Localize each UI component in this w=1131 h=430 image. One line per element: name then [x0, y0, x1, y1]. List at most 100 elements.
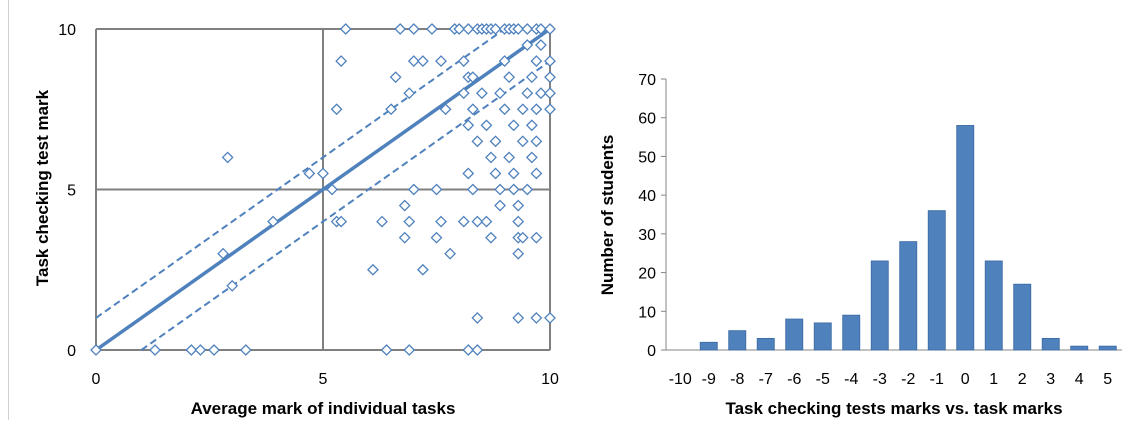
bar [842, 314, 861, 351]
bar-x-axis-title: Task checking tests marks vs. task marks [725, 399, 1062, 418]
scatter-point [239, 344, 252, 356]
scatter-point [444, 247, 457, 260]
scatter-point [462, 119, 475, 132]
scatter-point [494, 87, 506, 100]
bar-y-tick-label: 10 [638, 304, 656, 321]
scatter-point [194, 344, 207, 356]
scatter-point [389, 71, 402, 84]
scatter-x-tick-label: 10 [541, 371, 559, 388]
scatter-point [416, 55, 429, 68]
scatter-y-axis-title: Task checking test mark [33, 89, 52, 286]
scatter-point [407, 23, 420, 35]
bar-x-tick-label: -4 [844, 371, 858, 388]
scatter-point [221, 151, 234, 164]
scatter-point [544, 23, 556, 35]
bar-y-tick-label: 20 [638, 266, 656, 283]
scatter-point [485, 151, 497, 164]
scatter-point [489, 135, 502, 148]
scatter-y-tick-label: 0 [67, 343, 76, 360]
scatter-point [544, 55, 556, 68]
scatter-y-tick-label: 10 [58, 22, 76, 39]
scatter-point [498, 103, 511, 116]
bar-axes [665, 79, 1122, 351]
bar [756, 337, 775, 351]
scatter-point [335, 55, 348, 68]
scatter-y-tick-label: 5 [67, 183, 76, 200]
scatter-point [471, 344, 484, 356]
scatter-point [380, 344, 393, 356]
scatter-point [503, 151, 516, 164]
reference-line-lower [140, 60, 551, 351]
scatter-chart: 0 5 10 0 5 10 Average mark of individual tas… [33, 22, 559, 418]
scatter-point [516, 231, 529, 244]
scatter-point [403, 344, 416, 356]
left-edge-divider [8, 0, 9, 420]
scatter-point [507, 167, 520, 180]
scatter-point [544, 87, 556, 100]
scatter-x-tick-label: 0 [92, 371, 101, 388]
scatter-point [521, 183, 534, 196]
reference-line-upper [95, 28, 506, 319]
bar-x-tick-label: -10 [669, 371, 692, 388]
scatter-point [544, 71, 556, 84]
scatter-point [398, 231, 411, 244]
scatter-y-ticks: 0 5 10 [58, 22, 76, 360]
bar-x-tick-label: -6 [787, 371, 801, 388]
scatter-point [403, 215, 416, 228]
scatter-point [385, 103, 398, 116]
scatter-point [512, 311, 525, 324]
scatter-point [462, 23, 475, 35]
bar-y-tick-label: 40 [638, 188, 656, 205]
bar [1070, 345, 1089, 351]
bar-x-tick-label: 2 [1018, 371, 1027, 388]
scatter-point [376, 215, 388, 228]
scatter-point [480, 215, 493, 228]
bar [728, 330, 747, 351]
scatter-point [267, 215, 279, 228]
scatter-point [516, 135, 529, 148]
bar [813, 322, 832, 351]
scatter-point [185, 344, 198, 356]
scatter-point [512, 247, 525, 260]
bar-y-ticks: 0 10 20 30 40 50 60 70 [638, 72, 666, 360]
scatter-point [512, 23, 525, 35]
bar [984, 260, 1003, 351]
scatter-point [525, 119, 538, 132]
bar [1098, 345, 1117, 351]
scatter-point [462, 344, 475, 356]
scatter-point [535, 39, 547, 51]
scatter-point [512, 215, 525, 228]
bar-series [699, 125, 1117, 351]
bar [899, 241, 918, 351]
scatter-point [471, 215, 484, 228]
scatter-point [521, 23, 534, 35]
scatter-point [430, 231, 443, 244]
scatter-point [303, 167, 316, 180]
scatter-point [516, 103, 529, 116]
bar [785, 318, 804, 351]
bar-x-tick-label: -3 [873, 371, 887, 388]
scatter-point [535, 23, 547, 35]
scatter-point [435, 55, 447, 68]
scatter-point [525, 151, 538, 164]
scatter-point [530, 103, 543, 116]
bar-x-tick-label: 4 [1075, 371, 1084, 388]
scatter-point [521, 87, 534, 100]
bar-x-tick-label: -2 [901, 371, 915, 388]
scatter-reference-lines [94, 27, 552, 352]
scatter-x-axis-title: Average mark of individual tasks [191, 399, 456, 418]
scatter-point [457, 215, 470, 228]
scatter-point [480, 119, 493, 132]
scatter-point [494, 199, 506, 212]
scatter-point [530, 167, 543, 180]
scatter-point [208, 344, 220, 356]
bar-x-tick-label: 1 [989, 371, 998, 388]
scatter-point [475, 87, 488, 100]
scatter-point [426, 23, 438, 35]
scatter-point [326, 183, 338, 196]
scatter-point [530, 135, 543, 148]
scatter-point [530, 231, 543, 244]
bar [956, 125, 975, 351]
scatter-point [466, 183, 479, 196]
